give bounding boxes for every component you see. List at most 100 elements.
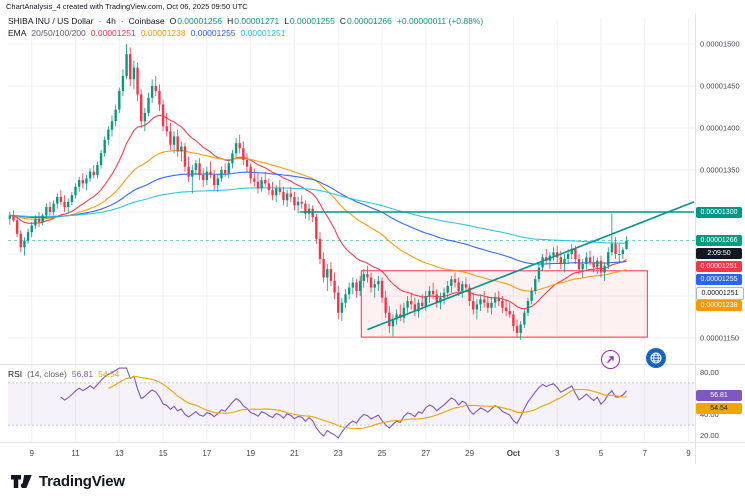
candle-body [577,259,581,270]
candle-body [406,301,409,308]
time-tick-label[interactable]: 21 [290,449,299,458]
candle-body [329,269,333,281]
candle-body [395,314,398,320]
candle-body [121,75,125,92]
candle-body [369,277,373,288]
candle-body [625,240,628,249]
candle-body [227,163,230,174]
time-tick-label[interactable]: 17 [202,449,211,458]
candle-body [296,201,300,206]
candle-body [552,252,555,256]
candle-body [12,215,15,221]
time-tick-label[interactable]: 23 [334,449,343,458]
time-tick-label[interactable]: 13 [115,449,124,458]
candle-body [107,129,110,140]
candle-body [617,253,621,255]
time-tick-label[interactable]: 19 [246,449,255,458]
price-tick-label[interactable]: 0.00001450 [700,82,740,91]
time-tick-label[interactable]: Oct [507,449,521,458]
candle-body [479,299,482,305]
candle-body [337,292,340,313]
ema-50-line [9,149,627,292]
rsi-tick-label[interactable]: 80.00 [700,368,719,377]
candle-body [497,297,500,302]
candle-body [563,259,566,265]
price-tick-label[interactable]: 0.00001400 [700,124,740,133]
ema-value-20: 0.00001251 [90,28,136,38]
candle-body [278,188,282,192]
candle-body [88,171,92,179]
candle-body [523,312,526,325]
time-tick-label[interactable]: 11 [71,449,80,458]
time-tick-label[interactable]: 3 [555,449,560,458]
candle-body [300,201,303,204]
candle-body [493,297,497,303]
candle-body [362,274,365,281]
candle-body [234,143,238,154]
price-tick-label[interactable]: 0.00001300 [700,207,740,216]
ema-legend[interactable]: EMA 20/50/100/200 0.00001251 0.00001238 0.… [8,28,285,38]
rsi-legend[interactable]: RSI (14, close) 56.81 54.54 [8,369,119,379]
candle-body [315,217,318,239]
candle-body [333,280,336,293]
time-tick-label[interactable]: 5 [599,449,604,458]
candle-body [439,297,442,303]
tradingview-logo-icon[interactable] [10,472,33,491]
candle-body [588,257,592,263]
price-tick-label[interactable]: 0.00001350 [700,166,740,175]
candle-body [56,196,59,204]
time-tick-label[interactable]: 25 [378,449,387,458]
candle-body [384,297,387,313]
candle-body [30,225,33,233]
chart-canvas[interactable]: 0.00001150 0.00001200 0.00001250 0.00001300… [0,13,745,464]
candle-body [267,183,271,191]
price-tick-label[interactable]: 0.00001500 [700,40,740,49]
time-tick-label[interactable]: 7 [643,449,648,458]
candle-body [512,314,515,327]
title-bar: ChartAnalysis_4 created with TradingView… [6,2,248,11]
change-value: +0.00000011 (+0.88%) [396,16,484,26]
candle-body [81,180,85,184]
candle-body [85,178,88,184]
candle-body [420,302,424,307]
candle-body [428,290,431,296]
trend-line[interactable] [367,201,695,331]
candle-body [570,248,573,254]
candle-body [23,240,26,248]
price-tick-label[interactable]: 0.00001250 [700,249,740,258]
separator-dot: · [120,16,124,26]
candle-body [285,193,289,201]
publish-arrow-icon[interactable] [601,350,620,369]
candle-body [457,282,460,291]
support-zone[interactable] [360,270,648,338]
time-tick-label[interactable]: 9 [29,449,34,458]
candle-body [453,279,457,283]
rsi-tick-label[interactable]: 40.00 [700,410,719,419]
candle-body [129,54,132,80]
time-tick-label[interactable]: 9 [686,449,691,458]
ema-20-line [9,114,627,310]
time-tick-label[interactable]: 29 [465,449,474,458]
candle-body [169,131,172,145]
candle-body [501,301,504,308]
price-tick-label[interactable]: 0.00001200 [700,291,740,300]
candle-body [99,153,103,165]
candle-body [154,86,157,92]
high-value: H0.00001271 [227,16,280,26]
candle-body [566,253,570,260]
candle-body [431,290,435,295]
interval-label[interactable]: 4h [106,16,116,26]
candle-body [143,112,147,122]
rsi-tick-label[interactable]: 20.00 [700,431,719,440]
candle-body [48,206,52,212]
time-tick-label[interactable]: 27 [421,449,430,458]
globe-icon[interactable] [646,348,666,368]
candle-body [486,302,490,308]
candle-body [424,295,428,307]
candle-body [187,166,190,177]
time-tick-label[interactable]: 15 [159,449,168,458]
price-tick-label[interactable]: 0.00001150 [700,333,739,342]
tradingview-wordmark[interactable]: TradingView [39,472,125,490]
candle-body [92,171,95,176]
symbol-legend[interactable]: SHIBA INU / US Dollar · 4h · Coinbase O0… [8,16,483,26]
